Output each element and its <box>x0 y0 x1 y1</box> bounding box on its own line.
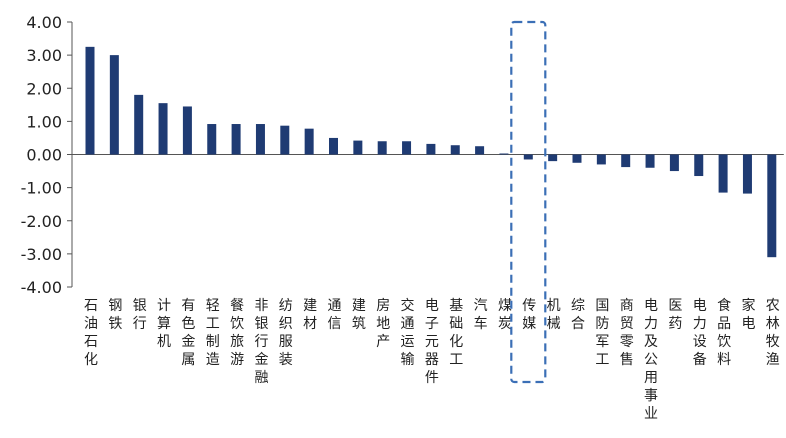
x-category-label: 食品饮料 <box>717 297 731 368</box>
y-tick-label: 2.00 <box>26 79 62 98</box>
x-category-label: 纺织服装 <box>279 298 293 368</box>
y-tick-label: -3.00 <box>21 245 62 264</box>
y-tick-label: -1.00 <box>21 179 62 198</box>
x-category-label: 综合 <box>571 298 585 332</box>
bar-24 <box>669 154 679 172</box>
x-category-label: 医药 <box>668 298 682 332</box>
x-category-label: 国防军工 <box>595 298 609 368</box>
x-category-label: 汽车 <box>474 298 488 332</box>
bar-28 <box>767 154 777 258</box>
bar-10 <box>329 137 338 155</box>
bar-4 <box>182 106 192 155</box>
bar-16 <box>475 146 485 155</box>
bar-2 <box>134 94 144 155</box>
x-axis-labels: 石油石化钢铁银行计算机有色金属轻工制造餐饮旅游非银行金融纺织服装建材通信建筑房地… <box>84 297 780 422</box>
bar-12 <box>377 141 387 155</box>
y-axis: 4.00 3.00 2.00 1.00 0.00 -1.00 -2.00 -3.00 -4.00 <box>21 13 784 297</box>
x-category-label: 建材 <box>303 298 317 332</box>
bar-0 <box>85 46 95 155</box>
x-category-label: 电力设备 <box>693 298 707 368</box>
y-tick-label: 0.00 <box>26 146 62 165</box>
bar-20 <box>572 154 582 163</box>
bar-8 <box>280 125 290 155</box>
y-tick-label: -4.00 <box>21 278 62 297</box>
bar-14 <box>426 143 436 155</box>
x-category-label: 计算机 <box>157 298 171 350</box>
bar-11 <box>353 140 363 155</box>
bar-19 <box>548 154 558 162</box>
y-tick-label: 3.00 <box>26 46 62 65</box>
bar-9 <box>304 128 314 155</box>
x-category-label: 家电 <box>741 297 755 332</box>
bar-3 <box>158 103 168 155</box>
x-category-label: 传媒 <box>522 298 536 332</box>
x-category-label: 电力及公用事业 <box>644 298 658 422</box>
highlight-dashed-box <box>510 20 547 384</box>
x-category-label: 房地产 <box>376 298 390 350</box>
x-category-label: 基础化工 <box>449 297 463 368</box>
bar-18 <box>523 154 533 160</box>
bar-25 <box>694 154 704 177</box>
bar-15 <box>450 145 460 155</box>
x-category-label: 石油石化 <box>84 298 98 368</box>
bar-21 <box>596 154 606 165</box>
x-category-label: 钢铁 <box>108 298 122 332</box>
y-tick-label: 1.00 <box>26 112 62 131</box>
bar-23 <box>645 154 655 168</box>
bar-7 <box>255 124 265 155</box>
x-category-label: 银行 <box>133 298 147 332</box>
x-category-label: 建筑 <box>352 298 366 332</box>
x-category-label: 轻工制造 <box>206 298 220 368</box>
x-category-label: 通信 <box>328 298 342 332</box>
bar-1 <box>109 55 119 155</box>
x-category-label: 有色金属 <box>181 298 195 368</box>
bar-17 <box>499 153 509 155</box>
bar-13 <box>402 141 412 155</box>
x-category-label: 餐饮旅游 <box>230 298 244 368</box>
bars <box>85 46 777 258</box>
x-category-label: 农林牧渔 <box>766 298 780 368</box>
x-category-label: 商贸零售 <box>620 298 634 368</box>
x-category-label: 电子元器件 <box>425 298 439 386</box>
x-category-label: 煤炭 <box>498 298 512 332</box>
bar-5 <box>207 124 217 155</box>
bar-26 <box>718 154 728 193</box>
highlight-box <box>510 20 547 384</box>
x-category-label: 交通运输 <box>401 297 415 368</box>
bar-22 <box>621 154 631 168</box>
x-category-label: 机械 <box>547 298 561 332</box>
y-tick-label: 4.00 <box>26 13 62 32</box>
y-tick-label: -2.00 <box>21 212 62 231</box>
x-category-label: 非银行金融 <box>254 298 268 386</box>
bar-6 <box>231 124 241 155</box>
bar-27 <box>742 154 752 194</box>
